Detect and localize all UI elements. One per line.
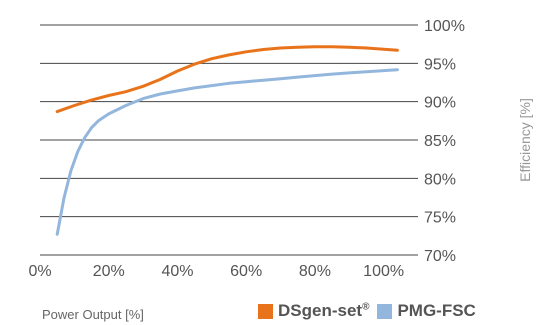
x-tick-label-1: 20% <box>93 263 125 280</box>
legend-reg-mark: ® <box>362 301 370 313</box>
y-tick-label-5: 95% <box>424 56 456 73</box>
legend-label-dsgen: DSgen-set® <box>278 301 369 321</box>
x-axis-label: Power Output [%] <box>42 307 144 322</box>
y-tick-label-6: 100% <box>424 18 465 35</box>
series-line-0 <box>55 45 399 114</box>
x-tick-label-4: 80% <box>299 263 331 280</box>
legend: DSgen-set® PMG-FSC <box>258 301 476 321</box>
legend-item-dsgen: DSgen-set® <box>258 301 369 321</box>
x-tick-label-5: 100% <box>363 263 404 280</box>
legend-label-pmg: PMG-FSC <box>397 301 476 320</box>
legend-item-pmg: PMG-FSC <box>377 301 476 321</box>
y-tick-label-0: 70% <box>424 248 456 265</box>
x-tick-label-3: 60% <box>230 263 262 280</box>
legend-swatch-dsgen <box>258 303 273 319</box>
y-tick-label-1: 75% <box>424 210 456 227</box>
legend-swatch-pmg <box>377 303 393 319</box>
y-tick-label-2: 80% <box>424 171 456 188</box>
series-line-1 <box>55 68 399 236</box>
y-tick-label-4: 90% <box>424 95 456 112</box>
y-tick-label-3: 85% <box>424 133 456 150</box>
legend-text-dsgen: DSgen-set <box>278 301 363 320</box>
x-tick-label-2: 40% <box>161 263 193 280</box>
x-tick-label-0: 0% <box>28 263 51 280</box>
y-axis-label: Efficiency [%] <box>517 98 533 182</box>
